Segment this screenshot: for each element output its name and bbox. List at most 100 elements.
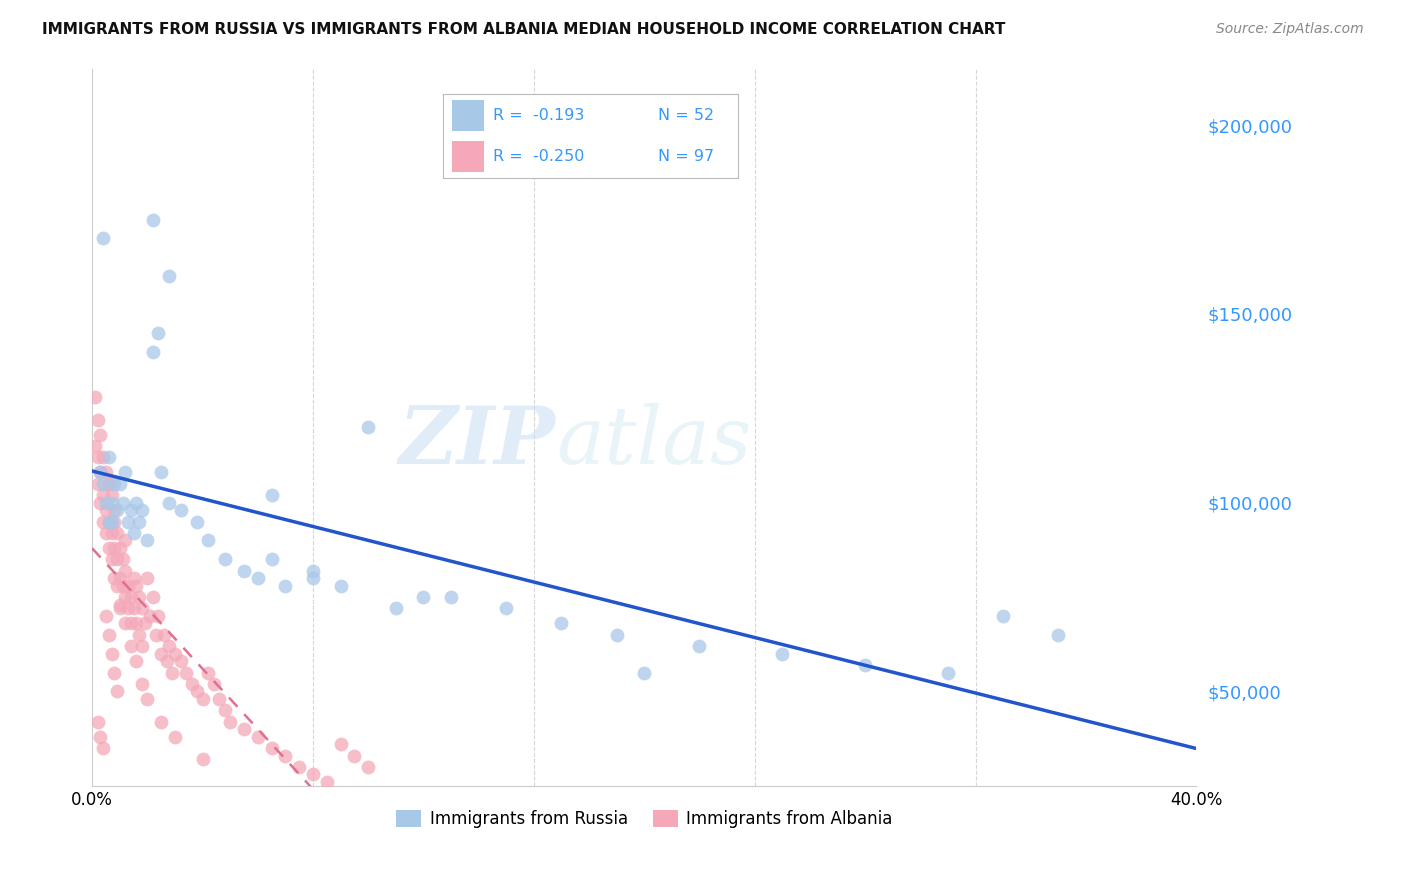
Point: [202, 677, 225, 691]
Point: [186, 515, 208, 529]
Point: [89, 466, 111, 480]
Point: [214, 552, 236, 566]
Point: [100, 496, 122, 510]
Point: [440, 590, 463, 604]
Point: [128, 590, 150, 604]
Point: [633, 665, 655, 680]
Point: [122, 525, 145, 540]
Point: [103, 515, 125, 529]
Point: [94, 503, 117, 517]
Point: [89, 466, 111, 480]
Point: [142, 212, 165, 227]
Point: [84, 390, 107, 404]
Point: [142, 590, 165, 604]
Point: [114, 533, 136, 548]
Point: [357, 760, 380, 774]
Point: [97, 476, 120, 491]
Point: [108, 598, 131, 612]
Point: [103, 476, 125, 491]
Point: [186, 684, 208, 698]
Text: N = 97: N = 97: [658, 149, 714, 164]
Point: [86, 714, 108, 729]
Point: [91, 231, 114, 245]
Point: [163, 730, 186, 744]
Point: [120, 590, 142, 604]
Text: N = 52: N = 52: [658, 108, 714, 123]
Point: [114, 466, 136, 480]
Point: [302, 767, 325, 781]
Point: [120, 503, 142, 517]
Point: [86, 450, 108, 465]
Point: [91, 488, 114, 502]
Point: [156, 654, 179, 668]
Point: [260, 741, 283, 756]
Point: [105, 503, 128, 517]
Point: [343, 748, 366, 763]
Point: [495, 601, 517, 615]
Legend: Immigrants from Russia, Immigrants from Albania: Immigrants from Russia, Immigrants from …: [389, 804, 898, 835]
Point: [100, 525, 122, 540]
Point: [89, 496, 111, 510]
Point: [260, 552, 283, 566]
Text: IMMIGRANTS FROM RUSSIA VS IMMIGRANTS FROM ALBANIA MEDIAN HOUSEHOLD INCOME CORREL: IMMIGRANTS FROM RUSSIA VS IMMIGRANTS FRO…: [42, 22, 1005, 37]
Point: [125, 616, 148, 631]
Point: [105, 684, 128, 698]
Point: [606, 628, 628, 642]
Text: R =  -0.250: R = -0.250: [494, 149, 585, 164]
Point: [131, 601, 153, 615]
Point: [131, 677, 153, 691]
Point: [246, 730, 269, 744]
Point: [108, 541, 131, 555]
Point: [260, 488, 283, 502]
Text: Source: ZipAtlas.com: Source: ZipAtlas.com: [1216, 22, 1364, 37]
Point: [145, 628, 167, 642]
Point: [936, 665, 959, 680]
Point: [94, 525, 117, 540]
Point: [174, 665, 197, 680]
Point: [97, 628, 120, 642]
Point: [329, 737, 352, 751]
FancyBboxPatch shape: [451, 141, 484, 171]
Point: [385, 601, 408, 615]
Point: [148, 608, 170, 623]
Point: [111, 496, 134, 510]
Point: [134, 616, 156, 631]
Point: [550, 616, 572, 631]
Point: [100, 647, 122, 661]
Point: [91, 476, 114, 491]
Point: [120, 639, 142, 653]
Point: [159, 269, 181, 284]
Point: [233, 564, 256, 578]
Point: [853, 657, 876, 672]
Point: [139, 608, 162, 623]
Point: [770, 647, 793, 661]
Point: [169, 654, 191, 668]
Point: [197, 533, 219, 548]
Point: [191, 752, 214, 766]
Point: [302, 571, 325, 585]
Point: [117, 515, 139, 529]
Point: [94, 496, 117, 510]
Point: [91, 741, 114, 756]
Point: [233, 722, 256, 736]
Point: [94, 608, 117, 623]
Point: [329, 579, 352, 593]
Point: [86, 412, 108, 426]
Point: [97, 515, 120, 529]
Point: [89, 730, 111, 744]
Point: [412, 590, 434, 604]
Point: [94, 466, 117, 480]
Point: [991, 608, 1014, 623]
Point: [91, 515, 114, 529]
Point: [688, 639, 710, 653]
Point: [100, 552, 122, 566]
Point: [131, 503, 153, 517]
Point: [128, 515, 150, 529]
Point: [274, 579, 297, 593]
Point: [169, 503, 191, 517]
Point: [1047, 628, 1070, 642]
Point: [219, 714, 242, 729]
Point: [136, 692, 159, 706]
Point: [197, 665, 219, 680]
Point: [114, 564, 136, 578]
